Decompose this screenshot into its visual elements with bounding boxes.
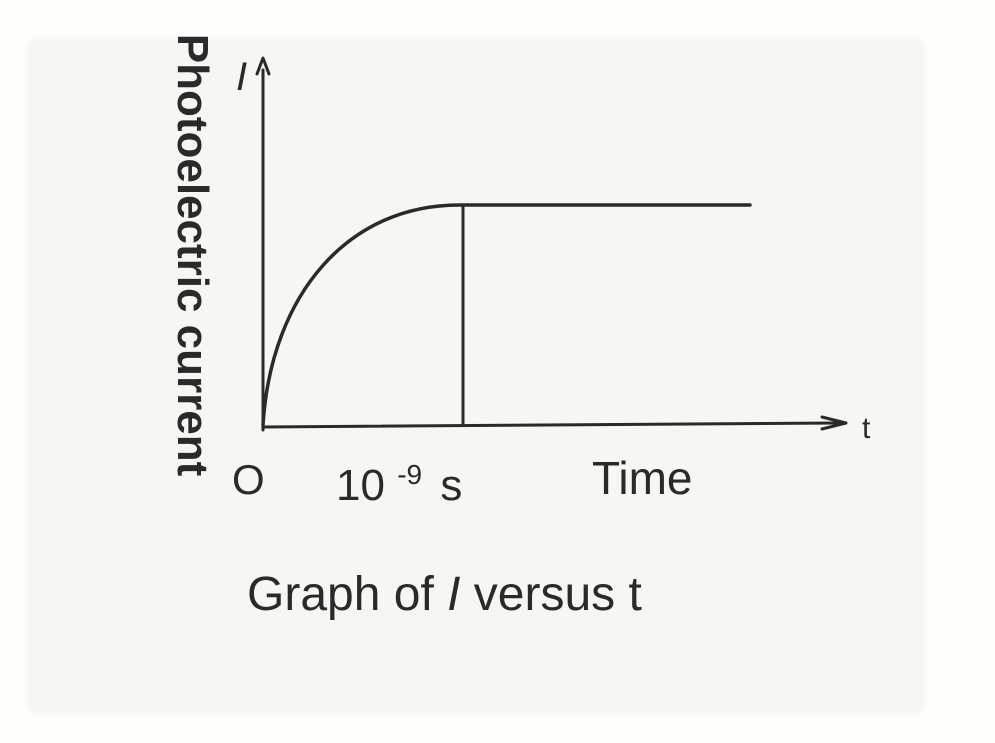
x-tick-base: 10 (336, 461, 385, 510)
paper-background (30, 42, 922, 710)
y-axis-arrowhead (255, 56, 271, 76)
y-axis-symbol: I (236, 55, 247, 99)
x-axis (261, 421, 840, 429)
y-axis-label-group: Photoelectric current (168, 34, 217, 477)
caption-suffix: versus t (474, 568, 642, 621)
caption-variable: I (447, 568, 460, 621)
x-tick-label: 10 -9 s (336, 445, 462, 510)
x-axis-arrowhead (820, 415, 848, 431)
x-axis-label: Time (592, 452, 693, 504)
x-tick-exponent: -9 (397, 459, 422, 490)
caption-prefix: Graph of (247, 568, 447, 621)
x-axis-symbol: t (862, 412, 871, 445)
x-tick-unit: s (440, 461, 462, 510)
origin-label: O (232, 456, 265, 503)
figure-caption: Graph of I versus t (247, 568, 642, 621)
y-axis-label: Photoelectric current (168, 34, 217, 477)
current-curve (261, 203, 752, 427)
